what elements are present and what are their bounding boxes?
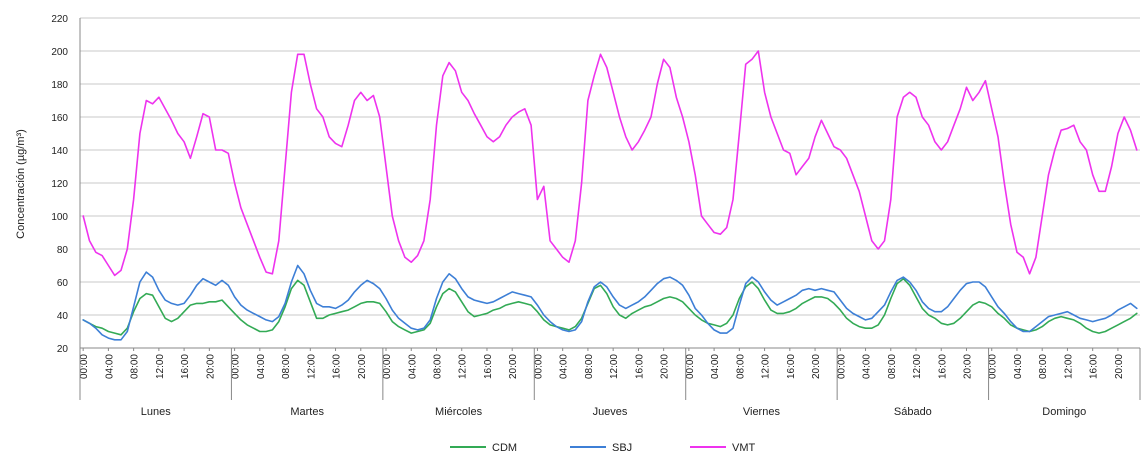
x-tick-label: 16:00 — [483, 354, 494, 379]
y-tick-label: 20 — [57, 344, 69, 355]
x-tick-label: 08:00 — [887, 354, 898, 379]
x-tick-label: 08:00 — [584, 354, 595, 379]
x-tick-label: 12:00 — [609, 354, 620, 379]
x-tick-label: 04:00 — [407, 354, 418, 379]
x-tick-label: 12:00 — [306, 354, 317, 379]
x-tick-label: 04:00 — [1013, 354, 1024, 379]
legend-item-cdm: CDM — [450, 442, 517, 454]
x-tick-label: 08:00 — [130, 354, 141, 379]
x-tick-label: 20:00 — [660, 354, 671, 379]
y-tick-label: 200 — [51, 47, 68, 58]
x-tick-label: 00:00 — [988, 354, 999, 379]
x-tick-label: 16:00 — [634, 354, 645, 379]
x-tick-label: 08:00 — [281, 354, 292, 379]
day-label: Viernes — [743, 406, 781, 418]
day-label: Martes — [290, 406, 324, 418]
x-tick-label: 16:00 — [1089, 354, 1100, 379]
x-tick-label: 20:00 — [811, 354, 822, 379]
series-line-cdm — [82, 277, 1138, 336]
y-tick-label: 220 — [51, 14, 68, 25]
x-tick-label: 00:00 — [231, 354, 242, 379]
y-tick-label: 140 — [51, 146, 68, 157]
x-tick-label: 04:00 — [559, 354, 570, 379]
series-line-sbj — [82, 264, 1138, 341]
x-tick-label: 00:00 — [79, 354, 90, 379]
x-tick-label: 00:00 — [836, 354, 847, 379]
series-layer — [82, 50, 1138, 341]
x-tick-label: 20:00 — [508, 354, 519, 379]
axis-layer: 20 40 60 80 100 120 140 160 180 200 220 00:00 04:00 0… — [51, 14, 1141, 418]
series-line-vmt — [82, 50, 1138, 277]
x-tick-label: 20:00 — [357, 354, 368, 379]
x-tick-label: 12:00 — [155, 354, 166, 379]
x-tick-label: 08:00 — [1038, 354, 1049, 379]
x-tick-label: 12:00 — [1063, 354, 1074, 379]
x-tick-label: 20:00 — [205, 354, 216, 379]
x-tick-label: 00:00 — [533, 354, 544, 379]
x-tick-label: 16:00 — [180, 354, 191, 379]
label-layer: Concentración (µg/m³) — [15, 129, 27, 239]
legend: CDM SBJ VMT — [450, 442, 756, 454]
x-tick-label: 08:00 — [432, 354, 443, 379]
legend-item-vmt: VMT — [690, 442, 756, 454]
y-tick-label: 60 — [57, 278, 69, 289]
y-tick-label: 120 — [51, 179, 68, 190]
x-tick-label: 08:00 — [735, 354, 746, 379]
legend-item-sbj: SBJ — [570, 442, 632, 454]
x-tick-label: 04:00 — [862, 354, 873, 379]
x-tick-label: 12:00 — [761, 354, 772, 379]
y-tick-label: 100 — [51, 212, 68, 223]
x-tick-label: 16:00 — [332, 354, 343, 379]
x-tick-label: 00:00 — [382, 354, 393, 379]
x-tick-label: 12:00 — [912, 354, 923, 379]
y-tick-label: 80 — [57, 245, 69, 256]
x-tick-label: 20:00 — [962, 354, 973, 379]
x-tick-label: 04:00 — [104, 354, 115, 379]
day-label: Domingo — [1042, 406, 1086, 418]
legend-label: VMT — [732, 442, 756, 454]
x-tick-label: 00:00 — [685, 354, 696, 379]
x-tick-label: 20:00 — [1114, 354, 1125, 379]
y-tick-label: 40 — [57, 311, 69, 322]
legend-label: SBJ — [612, 442, 632, 454]
x-tick-label: 16:00 — [786, 354, 797, 379]
x-tick-label: 16:00 — [937, 354, 948, 379]
day-label: Jueves — [593, 406, 628, 418]
x-tick-label: 04:00 — [256, 354, 267, 379]
x-tick-label: 12:00 — [458, 354, 469, 379]
day-label: Miércoles — [435, 406, 483, 418]
day-label: Lunes — [141, 406, 171, 418]
legend-label: CDM — [492, 442, 517, 454]
x-tick-label: 04:00 — [710, 354, 721, 379]
y-axis-label: Concentración (µg/m³) — [15, 129, 27, 239]
day-label: Sábado — [894, 406, 932, 418]
y-tick-label: 180 — [51, 80, 68, 91]
y-tick-label: 160 — [51, 113, 68, 124]
